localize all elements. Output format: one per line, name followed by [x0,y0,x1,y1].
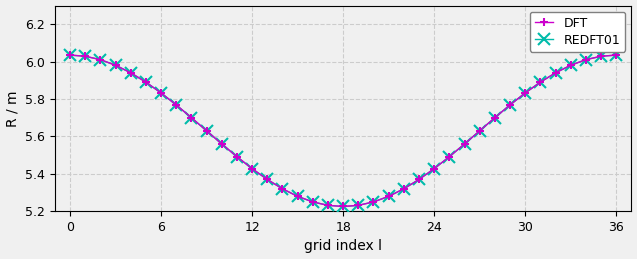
Line: DFT: DFT [66,51,620,211]
REDFT01 [203,129,210,132]
REDFT01 [522,91,529,95]
Y-axis label: R / m: R / m [6,90,20,127]
REDFT01 [582,58,590,61]
DFT [157,91,165,95]
REDFT01 [415,178,423,181]
DFT [97,58,104,61]
REDFT01 [552,71,559,74]
REDFT01 [400,187,408,190]
DFT [142,81,150,84]
REDFT01 [157,91,165,95]
REDFT01 [66,54,74,57]
REDFT01 [431,167,438,170]
DFT [173,103,180,106]
REDFT01 [97,58,104,61]
DFT [218,142,225,146]
X-axis label: grid index l: grid index l [304,239,382,254]
DFT [612,54,620,57]
DFT [476,129,483,132]
REDFT01 [248,167,256,170]
REDFT01 [340,205,347,208]
DFT [552,71,559,74]
DFT [522,91,529,95]
REDFT01 [491,116,499,119]
REDFT01 [445,155,453,158]
Line: REDFT01: REDFT01 [64,49,622,212]
DFT [355,204,362,207]
REDFT01 [264,178,271,181]
DFT [233,155,241,158]
DFT [491,116,499,119]
DFT [400,187,408,190]
REDFT01 [187,116,195,119]
DFT [203,129,210,132]
REDFT01 [476,129,483,132]
DFT [582,58,590,61]
DFT [278,187,286,190]
REDFT01 [218,142,225,146]
Legend: DFT, REDFT01: DFT, REDFT01 [530,12,625,52]
REDFT01 [82,55,89,58]
REDFT01 [127,71,134,74]
REDFT01 [355,204,362,207]
REDFT01 [309,200,317,204]
REDFT01 [369,200,377,204]
DFT [82,55,89,58]
REDFT01 [598,55,605,58]
DFT [598,55,605,58]
DFT [187,116,195,119]
REDFT01 [278,187,286,190]
REDFT01 [173,103,180,106]
REDFT01 [567,64,575,67]
REDFT01 [385,195,392,198]
DFT [461,142,468,146]
DFT [111,64,119,67]
DFT [431,167,438,170]
DFT [66,54,74,57]
REDFT01 [294,195,301,198]
DFT [536,81,544,84]
DFT [445,155,453,158]
DFT [340,205,347,208]
DFT [264,178,271,181]
DFT [324,204,332,207]
REDFT01 [506,103,514,106]
DFT [567,64,575,67]
REDFT01 [612,54,620,57]
DFT [506,103,514,106]
DFT [309,200,317,204]
DFT [294,195,301,198]
DFT [415,178,423,181]
DFT [385,195,392,198]
DFT [369,200,377,204]
REDFT01 [111,64,119,67]
REDFT01 [536,81,544,84]
REDFT01 [233,155,241,158]
REDFT01 [461,142,468,146]
DFT [248,167,256,170]
REDFT01 [142,81,150,84]
DFT [127,71,134,74]
REDFT01 [324,204,332,207]
